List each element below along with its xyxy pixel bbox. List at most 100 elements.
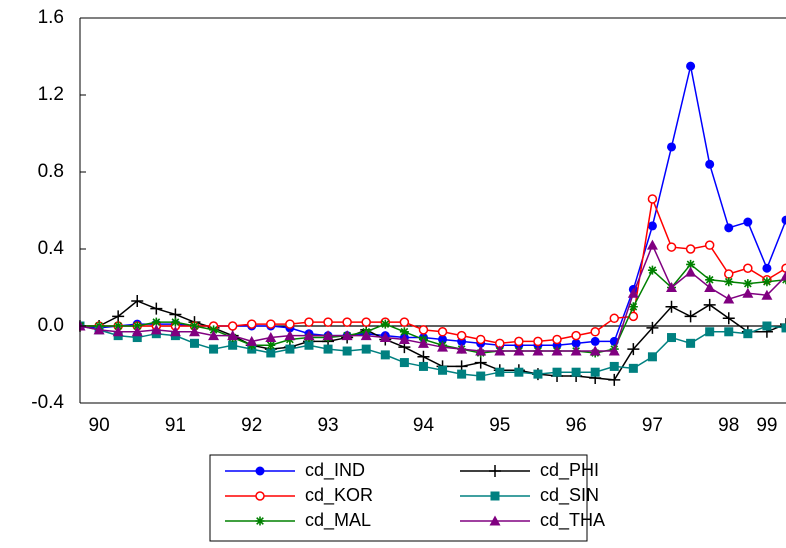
marker [209,325,219,335]
marker-shape [170,317,180,327]
marker-shape [724,327,734,337]
marker-shape [780,270,786,281]
marker-shape [609,361,619,371]
marker-shape [627,287,639,298]
marker [266,319,276,329]
marker [724,269,734,279]
marker [475,345,487,356]
marker-shape [417,350,430,363]
marker [323,344,333,354]
marker-shape [781,215,786,225]
marker [285,344,295,354]
marker [571,338,581,348]
legend-box [209,454,588,542]
marker-shape [303,330,315,341]
marker [438,334,448,344]
x-tick-label: 90 [89,415,110,436]
legend-label: cd_THA [540,510,605,531]
marker [761,289,773,300]
marker-shape [514,367,524,377]
marker [685,244,696,254]
marker-shape [743,329,753,339]
marker [704,240,715,250]
marker-shape [667,142,677,152]
marker-shape [494,345,506,356]
marker-shape [724,223,734,233]
marker-shape [666,282,678,292]
marker-shape [132,321,142,331]
x-tick-label: 96 [566,415,587,436]
marker-shape [742,287,754,298]
marker-shape [360,330,372,341]
marker-shape [704,240,715,250]
marker [228,340,238,350]
marker [398,333,410,344]
marker-shape [570,345,582,356]
marker-shape [489,515,501,526]
x-tick-label: 92 [241,415,262,436]
marker-shape [227,330,239,341]
marker [227,321,238,331]
marker-shape [552,367,562,377]
legend-label: cd_KOR [305,485,373,506]
marker-shape [686,259,696,269]
marker-shape [456,330,467,341]
marker [590,367,600,377]
marker [532,345,544,356]
y-tick-label: 1.6 [38,7,64,28]
marker [743,217,753,227]
marker [743,329,753,339]
marker [703,298,716,311]
marker [112,326,124,337]
marker-shape [609,313,620,324]
marker [246,335,258,346]
legend: cd_IND cd_PHI cd_KOR cd_SIN cd_MAL cd_THA [225,460,605,531]
marker [304,340,314,350]
marker-shape [284,330,296,341]
marker [627,343,640,356]
marker [131,326,143,337]
series-line [79,325,786,377]
marker [456,343,468,354]
marker-shape [703,298,716,311]
marker [284,330,296,341]
marker-shape [255,516,265,526]
marker-shape [647,352,657,362]
marker-shape [189,338,199,348]
marker [762,321,772,331]
marker [476,371,486,381]
marker [255,491,265,501]
marker-shape [112,326,124,337]
marker [647,352,657,362]
marker [360,330,372,341]
marker-shape [590,327,600,337]
marker-shape [743,263,753,273]
marker-shape [686,61,696,71]
marker [705,327,715,337]
marker [456,330,467,341]
marker [646,321,659,334]
marker-shape [571,330,581,341]
marker [457,369,467,379]
marker-shape [399,358,409,368]
marker-shape [474,356,487,369]
marker-shape [490,491,500,501]
marker-shape [132,333,142,343]
marker-shape [705,327,715,337]
x-tick-label: 99 [756,415,777,436]
marker [380,319,390,329]
marker [722,312,735,325]
marker [437,327,448,337]
marker [150,324,162,335]
marker-shape [552,334,562,345]
marker-shape [762,277,772,287]
marker [342,317,352,327]
marker [647,194,658,204]
marker-shape [341,330,353,341]
marker-shape [266,319,276,329]
marker-shape [704,282,716,292]
marker [170,317,180,327]
marker [189,321,199,331]
marker [628,302,638,312]
marker [608,373,621,386]
